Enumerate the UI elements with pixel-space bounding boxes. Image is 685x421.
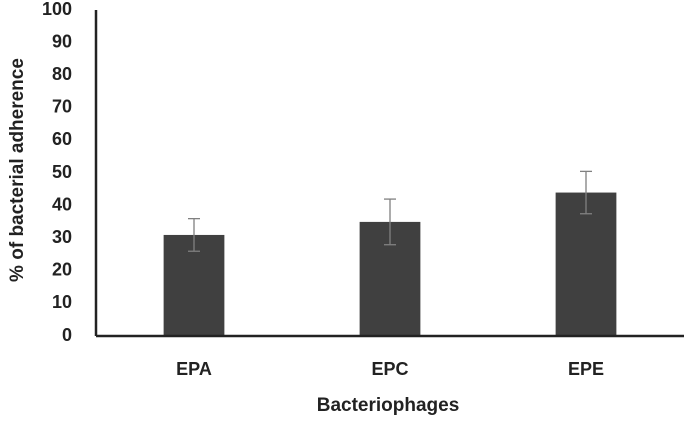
y-tick-label: 100 [42, 0, 72, 19]
error-bar [580, 170, 592, 215]
error-bar [188, 217, 200, 252]
y-tick-label: 40 [52, 194, 72, 214]
y-tick-label: 10 [52, 292, 72, 312]
x-tick-label: EPE [568, 359, 604, 379]
y-tick-label: 70 [52, 97, 72, 117]
y-tick-label: 50 [52, 162, 72, 182]
y-tick-label: 20 [52, 260, 72, 280]
bar [555, 192, 617, 336]
y-tick-label: 60 [52, 129, 72, 149]
y-tick-label: 90 [52, 31, 72, 51]
y-axis-title: % of bacterial adherence [7, 58, 28, 282]
x-axis-title: Bacteriophages [317, 395, 460, 416]
y-tick-label: 30 [52, 227, 72, 247]
x-tick-label: EPC [371, 359, 408, 379]
y-tick-label: 80 [52, 64, 72, 84]
x-tick-label: EPA [176, 359, 212, 379]
error-bar [384, 198, 396, 246]
y-tick-label: 0 [62, 325, 72, 345]
